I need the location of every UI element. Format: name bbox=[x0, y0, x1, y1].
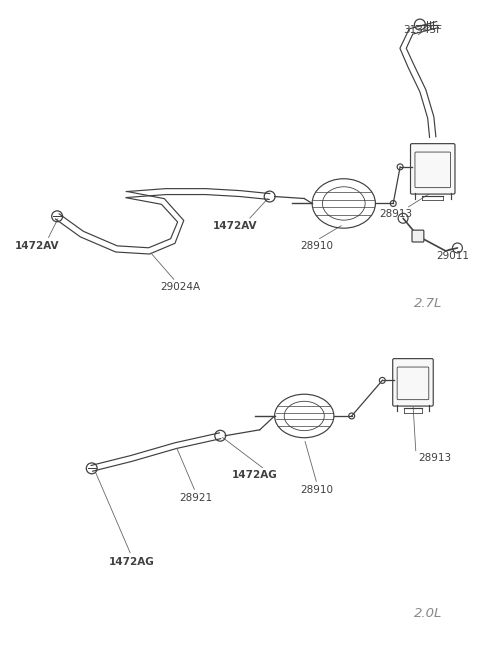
Text: 29011: 29011 bbox=[436, 251, 469, 261]
Text: 28913: 28913 bbox=[418, 453, 451, 464]
Text: 2.7L: 2.7L bbox=[414, 297, 442, 310]
Text: 1472AG: 1472AG bbox=[108, 557, 154, 567]
FancyBboxPatch shape bbox=[397, 367, 429, 400]
Text: 28910: 28910 bbox=[300, 485, 334, 495]
Text: 2.0L: 2.0L bbox=[414, 607, 442, 620]
Text: 28913: 28913 bbox=[380, 210, 413, 219]
Text: 1472AV: 1472AV bbox=[15, 241, 60, 251]
Text: 28910: 28910 bbox=[300, 241, 334, 251]
Text: 28921: 28921 bbox=[179, 493, 212, 503]
Text: 29024A: 29024A bbox=[161, 282, 201, 293]
FancyBboxPatch shape bbox=[393, 359, 433, 406]
Text: 1472AG: 1472AG bbox=[232, 470, 278, 480]
FancyBboxPatch shape bbox=[415, 152, 451, 187]
Text: 31345F: 31345F bbox=[403, 26, 443, 35]
FancyBboxPatch shape bbox=[412, 230, 424, 242]
FancyBboxPatch shape bbox=[410, 143, 455, 194]
Text: 1472AV: 1472AV bbox=[213, 221, 257, 231]
